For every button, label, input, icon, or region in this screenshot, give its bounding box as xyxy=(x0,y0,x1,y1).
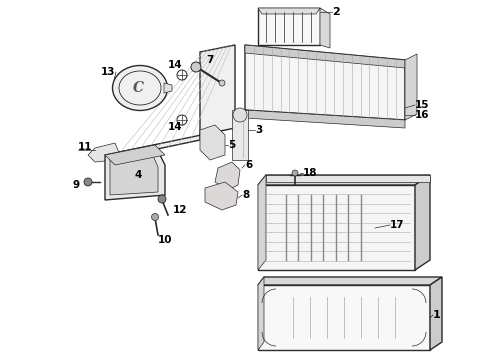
Polygon shape xyxy=(258,8,320,14)
Circle shape xyxy=(158,195,166,203)
Polygon shape xyxy=(88,143,120,162)
Polygon shape xyxy=(164,83,172,93)
Polygon shape xyxy=(258,277,442,285)
Polygon shape xyxy=(110,149,158,195)
Text: 2: 2 xyxy=(332,7,340,17)
Polygon shape xyxy=(258,277,264,350)
Polygon shape xyxy=(245,45,405,68)
Circle shape xyxy=(177,70,187,80)
Polygon shape xyxy=(200,125,225,160)
Text: 14: 14 xyxy=(168,60,182,70)
Text: 1: 1 xyxy=(433,310,441,320)
Text: 10: 10 xyxy=(158,235,172,245)
Circle shape xyxy=(177,115,187,125)
Polygon shape xyxy=(415,175,430,270)
Polygon shape xyxy=(245,110,405,128)
Polygon shape xyxy=(266,175,430,182)
Polygon shape xyxy=(215,162,240,190)
Text: 12: 12 xyxy=(173,205,188,215)
Polygon shape xyxy=(105,145,165,165)
Text: 8: 8 xyxy=(242,190,249,200)
Circle shape xyxy=(191,62,201,72)
Text: 11: 11 xyxy=(78,142,93,152)
Text: 15: 15 xyxy=(415,100,430,110)
Circle shape xyxy=(233,108,247,122)
Text: 5: 5 xyxy=(228,140,235,150)
Text: 9: 9 xyxy=(73,180,79,190)
Polygon shape xyxy=(105,45,235,160)
Text: 4: 4 xyxy=(134,170,142,180)
Polygon shape xyxy=(430,277,442,350)
Polygon shape xyxy=(245,45,405,120)
Circle shape xyxy=(151,213,158,220)
Text: 13: 13 xyxy=(100,67,115,77)
Text: 6: 6 xyxy=(245,160,252,170)
Polygon shape xyxy=(258,175,266,270)
Ellipse shape xyxy=(113,66,168,111)
Polygon shape xyxy=(205,182,238,210)
Polygon shape xyxy=(258,8,320,45)
Polygon shape xyxy=(105,145,165,200)
Text: 7: 7 xyxy=(206,55,214,65)
Circle shape xyxy=(219,80,225,86)
Text: C: C xyxy=(132,81,144,95)
Text: 17: 17 xyxy=(390,220,405,230)
Text: 18: 18 xyxy=(303,168,318,178)
Circle shape xyxy=(84,178,92,186)
Polygon shape xyxy=(232,110,248,160)
Circle shape xyxy=(292,170,298,176)
Polygon shape xyxy=(405,54,417,120)
Polygon shape xyxy=(258,285,430,350)
Text: 3: 3 xyxy=(255,125,262,135)
Polygon shape xyxy=(258,185,415,270)
Polygon shape xyxy=(258,175,430,185)
Text: 16: 16 xyxy=(415,110,430,120)
Text: 14: 14 xyxy=(168,122,182,132)
Polygon shape xyxy=(320,8,330,48)
